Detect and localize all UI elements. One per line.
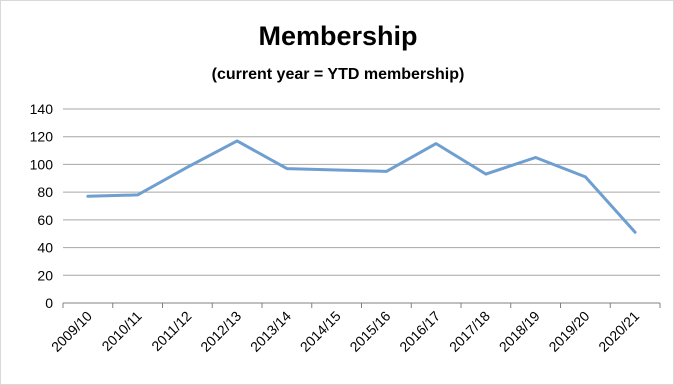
- x-tick-label: 2019/20: [545, 308, 592, 355]
- x-tick-label: 2009/10: [48, 308, 95, 355]
- chart-title: Membership: [258, 21, 418, 51]
- y-tick-label: 60: [37, 212, 53, 228]
- x-tick-label: 2020/21: [595, 308, 642, 355]
- y-tick-label: 40: [37, 240, 53, 256]
- x-tick-label: 2016/17: [396, 308, 443, 355]
- y-tick-label: 20: [37, 267, 53, 283]
- series-line-0: [86, 139, 637, 234]
- y-tick-label: 0: [45, 295, 53, 311]
- y-tick-label: 140: [30, 101, 54, 117]
- x-tick-label: 2017/18: [446, 308, 493, 355]
- x-tick-label: 2018/19: [496, 308, 543, 355]
- chart-subtitle: (current year = YTD membership): [211, 66, 465, 83]
- x-axis: 2009/10 2010/11 2011/12 2012/13 2013/14 2014/…: [48, 302, 661, 355]
- y-tick-label: 100: [30, 156, 54, 172]
- x-tick-label: 2014/15: [297, 308, 344, 355]
- x-tick-label: 2012/13: [197, 308, 244, 355]
- series-layer: [86, 139, 637, 234]
- y-tick-label: 80: [37, 184, 53, 200]
- y-axis: 0 20 40 60 80 100 120 140: [30, 101, 54, 311]
- x-tick-label: 2013/14: [247, 308, 294, 355]
- x-tick-label: 2015/16: [346, 308, 393, 355]
- y-tick-label: 120: [30, 129, 54, 145]
- gridlines: [63, 108, 660, 276]
- x-tick-label: 2010/11: [98, 308, 145, 355]
- x-tick-label: 2011/12: [148, 308, 195, 355]
